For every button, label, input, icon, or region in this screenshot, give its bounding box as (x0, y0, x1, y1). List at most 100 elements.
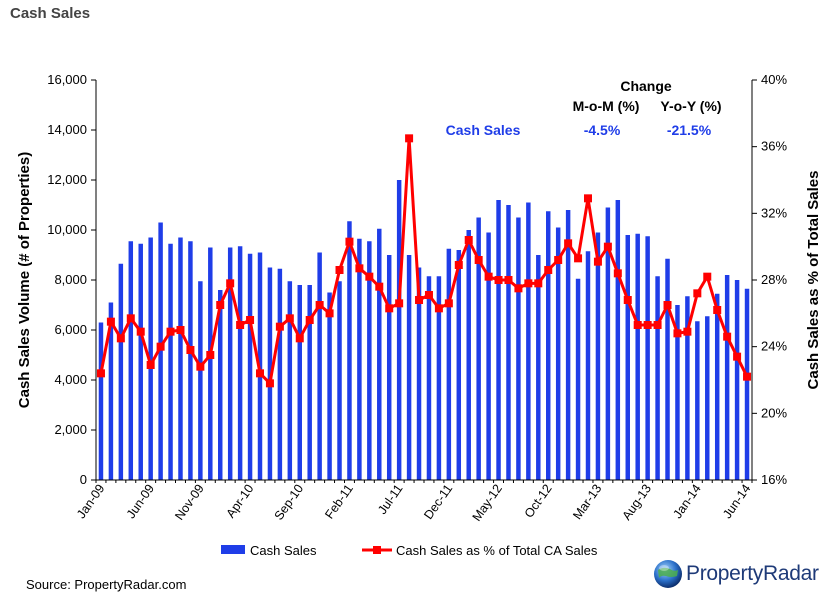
bar (287, 281, 293, 480)
pct-marker (713, 306, 722, 314)
x-tick-label: Jul-11 (375, 482, 405, 517)
pct-marker (156, 342, 165, 351)
x-tick-label: Jan-09 (74, 482, 107, 521)
pct-marker (703, 272, 712, 281)
bar (108, 302, 114, 480)
pct-marker (534, 279, 543, 288)
x-tick-label: Sep-10 (272, 482, 307, 523)
bar (218, 290, 223, 480)
y2-tick-label: 40% (761, 72, 787, 87)
pct-marker (603, 242, 612, 251)
pct-marker (385, 304, 394, 313)
pct-marker (584, 194, 592, 203)
x-tick-label: Nov-09 (172, 482, 207, 523)
bar (297, 285, 302, 480)
pct-marker (365, 272, 374, 281)
pct-marker (544, 266, 553, 274)
bar (705, 316, 710, 480)
mom-value: -4.5% (584, 122, 621, 138)
x-tick-label: Jun-14 (720, 482, 753, 521)
pct-marker (693, 289, 702, 298)
pct-marker (434, 304, 443, 313)
bar (744, 288, 750, 480)
legend-line-marker (373, 546, 381, 554)
logo-text: PropertyRadar (686, 562, 819, 585)
bar (575, 278, 581, 480)
pct-marker (186, 346, 195, 354)
bar (227, 247, 233, 480)
pct-marker (126, 314, 135, 323)
bar (148, 237, 153, 480)
pct-marker (96, 369, 105, 378)
pct-marker (206, 351, 215, 359)
pct-marker (216, 301, 225, 309)
y-tick-label: 0 (80, 472, 87, 487)
pct-marker (723, 332, 732, 341)
cash-sales-chart: 0 2,000 4,000 6,000 8,000 10,000 12,000 14,000 1… (16, 72, 822, 558)
bar (426, 276, 432, 480)
pct-marker (574, 254, 583, 263)
pct-marker (663, 301, 672, 309)
y-tick-label: 16,000 (47, 72, 87, 87)
bar (267, 267, 273, 480)
bar (625, 235, 630, 480)
pct-marker (265, 379, 274, 388)
bar (208, 247, 213, 480)
pct-marker (196, 362, 205, 371)
bar (198, 281, 203, 480)
pct-marker (643, 321, 652, 329)
bar (476, 217, 481, 480)
pct-marker (494, 276, 503, 284)
bar (118, 263, 124, 480)
y-tick-label: 6,000 (54, 322, 87, 337)
bar (406, 255, 412, 480)
bar (337, 281, 342, 480)
x-tick-label: Jan-14 (670, 482, 703, 521)
property-radar-logo: PropertyRadar (652, 556, 832, 592)
x-tick-label: Oct-12 (522, 482, 555, 521)
bar (665, 258, 670, 480)
legend-bar-label: Cash Sales (250, 543, 317, 558)
y-tick-label: 8,000 (54, 272, 87, 287)
bar (416, 267, 422, 480)
pct-marker (285, 314, 294, 323)
pct-marker (345, 237, 354, 246)
bar (605, 207, 611, 480)
bar (714, 293, 720, 480)
bar (486, 232, 491, 480)
bar (695, 321, 700, 480)
y2-tick-label: 20% (761, 405, 787, 420)
bar (446, 248, 452, 480)
pct-marker (733, 352, 742, 361)
source-note: Source: PropertyRadar.com (26, 577, 187, 592)
y2-axis-title: Cash Sales as % of Total Sales (805, 171, 822, 390)
y2-tick-label: 36% (761, 139, 787, 154)
pct-marker (444, 299, 453, 308)
bar (734, 280, 740, 480)
pct-marker (405, 134, 414, 143)
bar (168, 243, 173, 480)
pct-marker (295, 334, 304, 343)
bar (645, 236, 650, 480)
bar (277, 268, 283, 480)
pct-marker (673, 329, 682, 338)
pct-marker (554, 256, 563, 264)
pct-marker (106, 317, 115, 326)
bar (367, 241, 372, 480)
bar (178, 237, 183, 480)
pct-marker (633, 321, 642, 329)
pct-marker (613, 269, 622, 278)
yoy-value: -21.5% (667, 122, 712, 138)
pct-marker (275, 322, 284, 331)
bar (724, 275, 730, 480)
bar (138, 243, 143, 480)
y-tick-label: 2,000 (54, 422, 87, 437)
y-tick-label: 4,000 (54, 372, 87, 387)
pct-marker (355, 264, 364, 273)
y-axis-title: Cash Sales Volume (# of Properties) (16, 152, 33, 408)
bar (565, 210, 571, 480)
x-tick-label: Aug-13 (620, 482, 655, 523)
pct-marker (454, 261, 463, 269)
bar (98, 322, 104, 480)
x-tick-label: Dec-11 (421, 482, 455, 522)
